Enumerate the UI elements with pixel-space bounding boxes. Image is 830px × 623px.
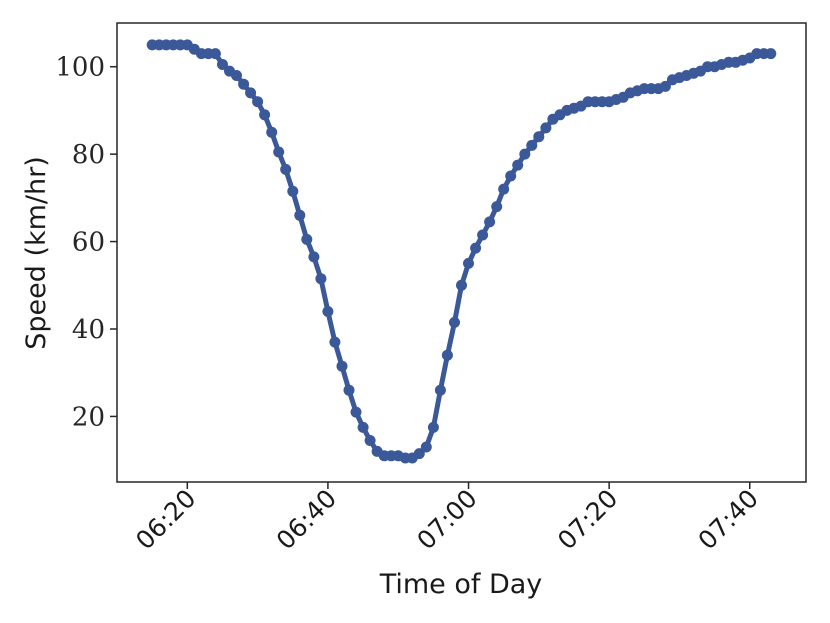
x-tick-label: 07:00 [411, 484, 482, 555]
data-point [343, 384, 355, 396]
data-point [512, 159, 524, 171]
data-point [519, 148, 531, 160]
y-tick-label: 20 [72, 402, 105, 432]
data-point [238, 78, 250, 90]
x-tick-label: 07:40 [693, 484, 764, 555]
data-point [350, 406, 362, 418]
data-point [470, 242, 482, 254]
data-point [294, 209, 306, 221]
data-point [449, 316, 460, 328]
x-axis-ticks: 06:20 06:40 07:00 07:20 07:40 [130, 482, 764, 555]
data-point [308, 251, 320, 263]
data-point [659, 80, 671, 92]
data-point [364, 435, 376, 446]
data-point [252, 96, 264, 108]
data-point [336, 360, 348, 372]
data-point [322, 306, 334, 317]
data-point [540, 122, 552, 134]
y-tick-label: 80 [72, 140, 105, 170]
data-point [420, 441, 432, 453]
data-point [484, 216, 496, 228]
y-axis-ticks: 20 40 60 80 100 [55, 53, 117, 432]
data-point [315, 273, 327, 285]
data-point [463, 257, 474, 269]
y-tick-label: 100 [55, 53, 105, 83]
y-tick-label: 40 [72, 315, 105, 345]
x-tick-label: 07:20 [552, 484, 623, 555]
x-tick-label: 06:40 [271, 484, 342, 555]
data-point [491, 201, 503, 213]
data-point [209, 48, 221, 60]
data-point [526, 139, 538, 151]
data-point [217, 59, 228, 70]
speed-series-line [149, 42, 774, 461]
data-point [259, 109, 271, 121]
data-point [301, 233, 313, 245]
data-point [231, 70, 242, 81]
data-point [765, 48, 777, 60]
data-point [287, 185, 299, 197]
data-point [505, 170, 517, 182]
y-axis-label: Speed (km/hr) [21, 156, 52, 350]
data-point [427, 421, 439, 433]
x-axis-label: Time of Day [379, 569, 543, 600]
plot-area-frame [116, 22, 807, 483]
data-point [498, 183, 510, 195]
data-point [266, 126, 278, 138]
data-point [413, 448, 425, 460]
data-point [357, 421, 369, 433]
data-point [477, 229, 489, 241]
data-point [456, 279, 467, 291]
data-point [329, 336, 341, 348]
y-tick-label: 60 [72, 228, 105, 258]
data-point [280, 163, 292, 175]
data-point [434, 384, 446, 396]
speed-series-points [146, 39, 777, 464]
data-point [441, 349, 453, 361]
data-point [533, 131, 545, 143]
x-tick-label: 06:20 [130, 484, 201, 555]
data-point [273, 146, 285, 158]
data-point [245, 87, 257, 99]
